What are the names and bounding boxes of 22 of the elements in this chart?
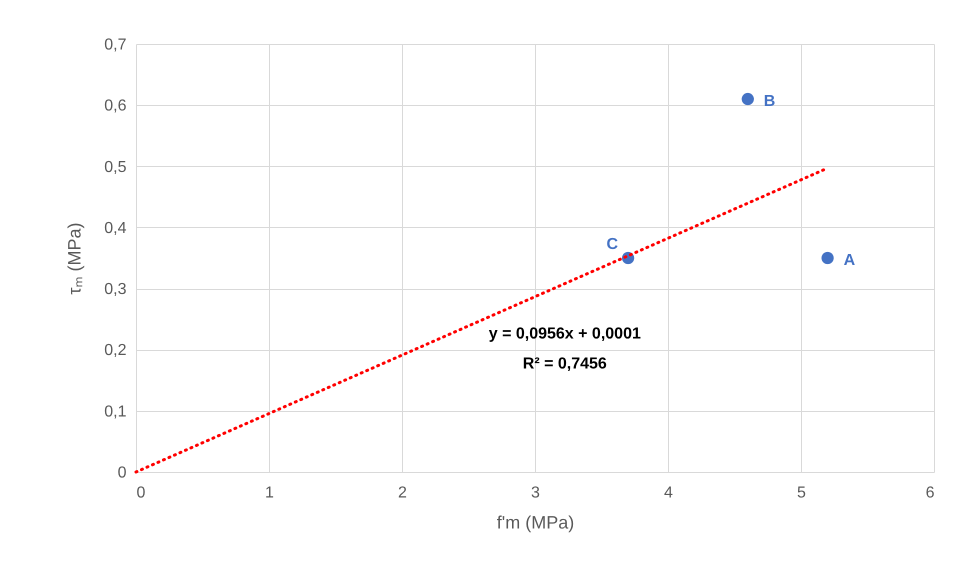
y-axis-title: τₘ (MPa) — [64, 222, 84, 295]
annotation: y = 0,0956x + 0,0001 — [488, 326, 641, 343]
y-tick-label: 0,5 — [104, 158, 127, 176]
y-tick-label: 0,2 — [104, 342, 127, 360]
y-tick-label: 0,4 — [104, 220, 127, 237]
y-tick-label: 0,6 — [104, 98, 127, 115]
x-tick-label: 5 — [797, 484, 806, 502]
y-tick-label: 0,7 — [104, 36, 127, 54]
annotation: C — [606, 236, 619, 253]
x-tick-label: 3 — [531, 484, 540, 502]
x-tick-label: 1 — [265, 484, 274, 502]
annotation: R² = 0,7456 — [522, 356, 607, 373]
x-tick-label: 0 — [136, 484, 146, 502]
x-tick-label: 6 — [926, 484, 935, 502]
y-tick-label: 0,3 — [104, 281, 127, 298]
y-tick-label: 0 — [118, 464, 127, 482]
x-tick-label: 2 — [398, 484, 408, 502]
y-tick-label: 0,1 — [104, 403, 127, 420]
annotation: B — [764, 93, 776, 110]
x-tick-label: 4 — [664, 484, 674, 502]
x-axis-title: f'm (MPa) — [496, 512, 574, 532]
annotation: A — [844, 252, 856, 269]
